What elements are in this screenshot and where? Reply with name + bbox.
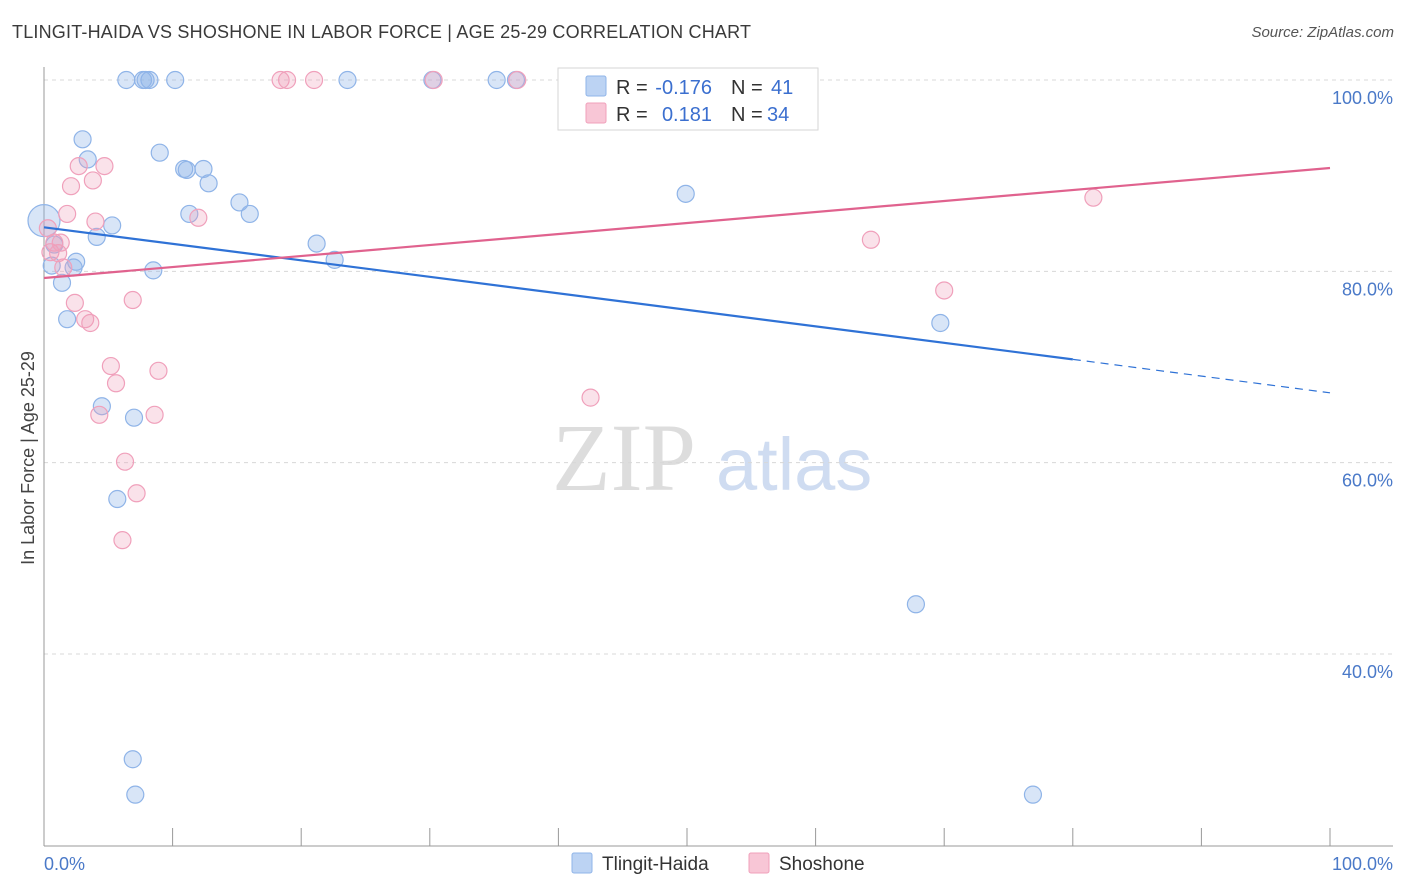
series-shoshone-points <box>38 70 1103 550</box>
shoshone-point <box>101 356 120 376</box>
x-tick-label-max: 100.0% <box>1332 854 1393 874</box>
tlingit-haida-trend-line <box>43 226 1073 361</box>
tlingit-haida-point <box>126 785 145 804</box>
shoshone-point <box>277 70 297 90</box>
series-tlingit-haida-points <box>27 70 1043 804</box>
tlingit-haida-point <box>150 143 169 162</box>
tlingit-haida-point <box>1023 785 1043 804</box>
shoshone-point <box>508 70 527 90</box>
chart-title: TLINGIT-HAIDA VS SHOSHONE IN LABOR FORCE… <box>12 22 752 42</box>
shoshone-point <box>95 157 114 176</box>
shoshone-point <box>581 388 600 407</box>
tlingit-haida-point <box>194 159 213 179</box>
tlingit-haida-point <box>307 234 326 253</box>
y-tick-label: 100.0% <box>1332 88 1393 108</box>
tlingit-haida-point <box>676 184 695 203</box>
shoshone-point <box>1084 188 1103 207</box>
y-tick-label: 80.0% <box>1342 279 1393 299</box>
shoshone-point <box>65 293 84 313</box>
shoshone-point <box>69 157 88 176</box>
legend-r-value-pink: 0.181 <box>662 104 712 126</box>
bottom-legend-swatch-blue <box>571 852 593 874</box>
watermark-zip: ZIP <box>552 404 696 511</box>
shoshone-point <box>145 405 164 424</box>
tlingit-haida-point <box>123 750 142 769</box>
tlingit-haida-point <box>78 150 97 169</box>
tlingit-haida-point <box>73 130 92 149</box>
legend-swatch-blue <box>585 75 607 97</box>
legend-n-label-blue: N = <box>731 77 763 99</box>
shoshone-point <box>45 233 64 252</box>
legend-n-label-pink: N = <box>731 104 763 126</box>
shoshone-point <box>49 244 68 263</box>
shoshone-point <box>90 405 109 424</box>
legend-r-label-pink: R = <box>616 104 648 126</box>
shoshone-point <box>86 212 105 231</box>
tlingit-haida-point <box>166 70 185 90</box>
tlingit-haida-trend-extension <box>1072 358 1331 394</box>
shoshone-point <box>424 70 443 90</box>
shoshone-point <box>106 374 126 393</box>
tlingit-haida-point <box>140 70 159 90</box>
shoshone-point <box>54 258 73 277</box>
x-tick-label-min: 0.0% <box>44 854 85 874</box>
tlingit-haida-point <box>230 193 249 212</box>
source-label: Source: ZipAtlas.com <box>1251 24 1394 41</box>
shoshone-point <box>123 290 142 310</box>
tlingit-haida-point <box>103 216 122 235</box>
tlingit-haida-point <box>906 595 926 614</box>
tlingit-haida-point <box>117 70 136 90</box>
shoshone-point <box>61 177 81 196</box>
shoshone-point <box>113 531 132 550</box>
tlingit-haida-point <box>124 408 144 427</box>
bottom-legend-swatch-pink <box>748 852 770 874</box>
shoshone-trend-line <box>43 166 1331 280</box>
axes <box>43 67 1393 847</box>
shoshone-point <box>58 204 77 224</box>
tlingit-haida-point <box>52 273 72 292</box>
tlingit-haida-point <box>487 70 506 90</box>
tlingit-haida-point <box>58 310 77 329</box>
tlingit-haida-point <box>931 313 950 333</box>
legend-swatch-pink <box>585 102 607 124</box>
tlingit-haida-point <box>177 160 196 180</box>
grid-lines <box>44 79 1393 655</box>
tlingit-haida-point <box>240 204 259 224</box>
legend-n-value-pink: 34 <box>767 104 789 126</box>
tlingit-haida-point <box>338 70 357 90</box>
watermark-atlas: atlas <box>716 423 872 506</box>
shoshone-point <box>83 171 102 190</box>
series-legend: Tlingit-Haida Shoshone <box>571 852 865 875</box>
y-tick-label: 60.0% <box>1342 471 1393 491</box>
shoshone-point <box>861 230 880 249</box>
legend-r-value-blue: -0.176 <box>655 77 712 99</box>
shoshone-point <box>51 233 70 252</box>
bottom-legend-label-blue: Tlingit-Haida <box>602 854 709 875</box>
trend-lines <box>43 166 1331 394</box>
x-ticks <box>43 828 1331 846</box>
legend-n-value-blue: 41 <box>771 77 793 99</box>
shoshone-point <box>271 70 290 90</box>
y-axis-title: In Labor Force | Age 25-29 <box>18 351 38 565</box>
tlingit-haida-point <box>180 204 199 224</box>
bottom-legend-label-pink: Shoshone <box>779 854 865 875</box>
y-tick-labels: 40.0% 60.0% 80.0% 100.0% <box>1332 88 1393 682</box>
legend-r-label-blue: R = <box>616 77 648 99</box>
tlingit-haida-point <box>87 227 106 246</box>
tlingit-haida-point <box>108 489 127 509</box>
stats-legend: R = -0.176 N = 41 R = 0.181 N = 34 <box>557 67 819 131</box>
tlingit-haida-point <box>144 261 163 280</box>
shoshone-point <box>81 313 100 333</box>
tlingit-haida-point <box>199 174 218 193</box>
shoshone-point <box>127 484 146 503</box>
y-tick-label: 40.0% <box>1342 662 1393 682</box>
tlingit-haida-point <box>136 70 155 90</box>
shoshone-point <box>189 208 208 227</box>
shoshone-point <box>304 70 324 90</box>
shoshone-point <box>115 452 135 471</box>
shoshone-point <box>935 281 954 300</box>
shoshone-point <box>149 361 168 380</box>
